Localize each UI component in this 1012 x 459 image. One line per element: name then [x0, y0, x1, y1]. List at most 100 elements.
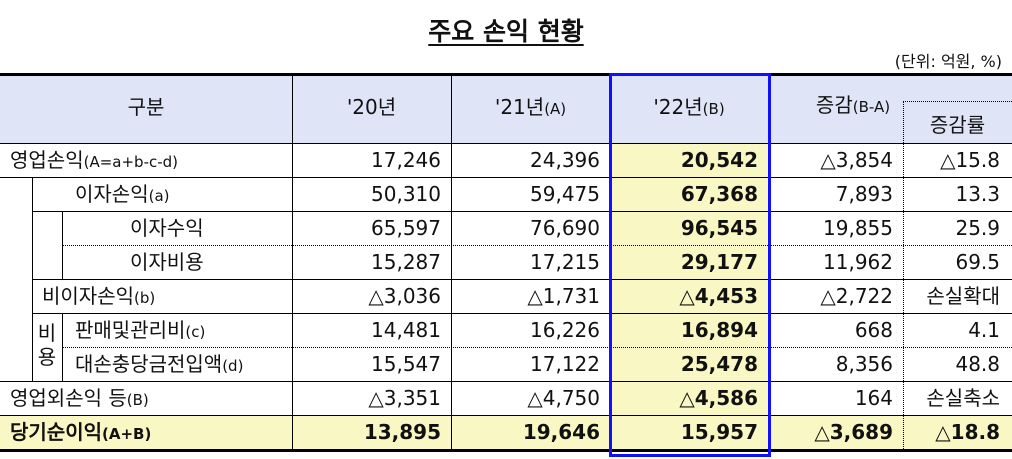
header-2020: '20년	[346, 95, 397, 119]
cell-y21: 16,226	[530, 318, 600, 342]
cell-y21: 76,690	[530, 216, 600, 240]
header-2021: '21년(A)	[451, 91, 610, 120]
horizontal-rule	[0, 449, 1012, 452]
header-2022-label: '22년	[653, 95, 703, 119]
row-label: 판매및관리비(c)	[75, 313, 205, 347]
cell-y21: 17,122	[530, 352, 600, 376]
header-category: 구분	[127, 95, 165, 119]
horizontal-rule	[0, 73, 1012, 76]
unit-label: (단위: 억원, %)	[894, 52, 1002, 71]
row-label-text: 당기순이익	[10, 420, 102, 444]
horizontal-rule	[32, 279, 1012, 280]
row-label: 이자비용	[130, 245, 204, 279]
cell-y22: 16,894	[680, 318, 758, 342]
header-change: 증감(B-A)	[768, 89, 938, 118]
cell-y20: 50,310	[371, 182, 441, 206]
rate-header-divider	[903, 101, 904, 143]
header-2021-label: '21년	[494, 95, 545, 119]
cell-change: △3,854	[820, 148, 893, 172]
cell-rate: 13.3	[955, 182, 1000, 206]
cell-y21: 19,646	[522, 420, 600, 444]
cell-y20: 15,287	[371, 250, 441, 274]
cell-change: 668	[854, 318, 893, 342]
horizontal-rule	[0, 143, 1012, 144]
vertical-rule	[292, 73, 293, 451]
group-label-cost: 비용	[37, 321, 57, 369]
horizontal-rule	[0, 381, 1012, 382]
horizontal-rule	[32, 211, 1012, 212]
cell-y20: △3,036	[368, 284, 441, 308]
header-2021-suffix: (A)	[544, 100, 567, 118]
row-label: 당기순이익(A+B)	[10, 415, 151, 449]
vertical-rule	[62, 313, 63, 381]
cell-change: △3,689	[814, 420, 893, 444]
cell-change: 11,962	[823, 250, 893, 274]
cell-rate: 48.8	[955, 352, 1000, 376]
cell-rate: △18.8	[935, 420, 1000, 444]
vertical-rule	[62, 211, 63, 279]
cell-change: 164	[854, 386, 893, 410]
row-label-text: 영업손익	[10, 148, 84, 172]
row-label-suffix: (b)	[134, 289, 156, 307]
header-rate: 증감률	[929, 113, 986, 137]
page-title: 주요 손익 현황	[0, 12, 1012, 48]
cell-y22: △4,586	[679, 386, 758, 410]
cell-rate: 손실확대	[926, 284, 1000, 308]
header-change-label: 증감	[815, 93, 853, 117]
cell-y22: 25,478	[680, 352, 758, 376]
row-label-suffix: (a)	[148, 187, 170, 205]
row-label-text: 이자손익	[75, 182, 149, 206]
income-table: 구분 '20년 '21년(A) '22년(B) 증감(B-A) 증감률 비용 영…	[0, 73, 1012, 457]
cell-rate: △15.8	[940, 148, 1000, 172]
horizontal-rule	[62, 347, 1012, 348]
rate-header-top	[903, 101, 1012, 102]
cell-y22: 15,957	[680, 420, 758, 444]
cell-y20: 13,895	[363, 420, 441, 444]
cell-rate: 손실축소	[926, 386, 1000, 410]
cell-y22: 20,542	[680, 148, 758, 172]
row-label-suffix: (A=a+b-c-d)	[83, 153, 179, 171]
cell-y21: 59,475	[530, 182, 600, 206]
cell-y21: △4,750	[527, 386, 600, 410]
vertical-rule	[32, 177, 33, 381]
horizontal-rule	[32, 313, 1012, 314]
row-label: 이자손익(a)	[75, 177, 170, 211]
row-label: 대손충당금전입액(d)	[75, 347, 243, 381]
cell-y20: 65,597	[371, 216, 441, 240]
cell-y21: △1,731	[527, 284, 600, 308]
cell-change: 7,893	[835, 182, 893, 206]
row-label-suffix: (A+B)	[102, 425, 152, 443]
row-label: 영업외손익 등(B)	[10, 381, 149, 415]
cell-y20: △3,351	[368, 386, 441, 410]
row-label-suffix: (c)	[185, 323, 206, 341]
row-label-suffix: (B)	[126, 391, 149, 409]
horizontal-rule	[0, 415, 1012, 416]
cell-y21: 24,396	[530, 148, 600, 172]
row-label: 영업손익(A=a+b-c-d)	[10, 143, 178, 177]
cell-change: 19,855	[823, 216, 893, 240]
horizontal-rule	[62, 245, 1012, 246]
row-label-text: 이자비용	[130, 250, 204, 274]
vertical-rule	[903, 143, 904, 449]
cell-y20: 15,547	[371, 352, 441, 376]
horizontal-rule	[0, 177, 1012, 178]
cell-y22: 29,177	[680, 250, 758, 274]
vertical-rule	[451, 73, 452, 451]
header-2022-suffix: (B)	[702, 100, 725, 118]
cell-y22: △4,453	[679, 284, 758, 308]
row-label-text: 대손충당금전입액	[75, 352, 223, 376]
cell-y20: 14,481	[371, 318, 441, 342]
cell-change: △2,722	[820, 284, 893, 308]
header-2022: '22년(B)	[610, 91, 768, 120]
total-row-background	[0, 415, 1012, 451]
row-label-text: 이자수익	[130, 216, 204, 240]
cell-y22: 67,368	[680, 182, 758, 206]
cell-change: 8,356	[835, 352, 893, 376]
header-background	[0, 73, 1012, 143]
row-label-suffix: (d)	[222, 357, 244, 375]
row-label-text: 판매및관리비	[75, 318, 186, 342]
header-change-suffix: (B-A)	[852, 98, 891, 116]
row-label: 이자수익	[130, 211, 204, 245]
cell-y20: 17,246	[371, 148, 441, 172]
row-label-text: 비이자손익	[42, 284, 134, 308]
